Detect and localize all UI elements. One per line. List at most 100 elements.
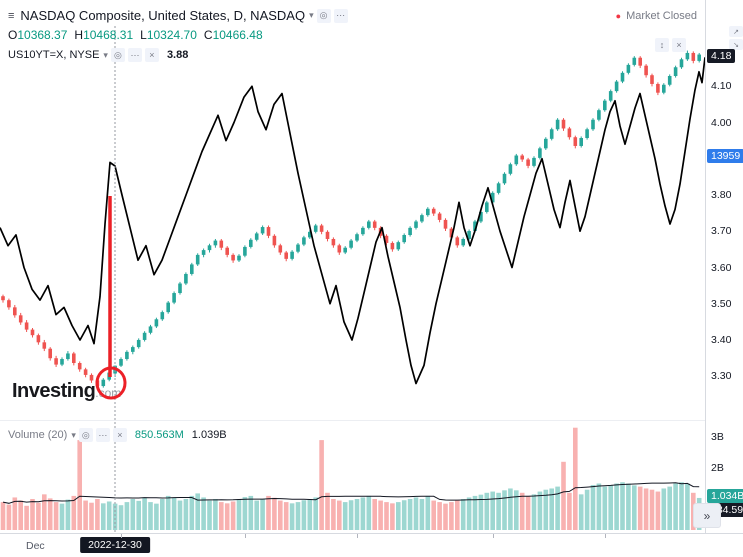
candle-body bbox=[290, 251, 294, 259]
volume-bar bbox=[614, 483, 619, 530]
eye-icon[interactable]: ◎ bbox=[78, 428, 93, 442]
more-icon[interactable]: ⋯ bbox=[333, 8, 348, 23]
chevron-down-icon[interactable]: ▾ bbox=[309, 10, 314, 20]
axis-arrow-up-icon[interactable]: ↗ bbox=[729, 26, 743, 37]
volume-bar bbox=[307, 499, 313, 530]
pane-separator[interactable] bbox=[0, 420, 705, 421]
ohlc-row: O10368.37 H10468.31 L10324.70 C10466.48 bbox=[8, 28, 348, 42]
main-price-pane[interactable] bbox=[0, 0, 705, 421]
candle-body bbox=[679, 59, 684, 68]
candle-body bbox=[697, 54, 701, 61]
candle-body bbox=[237, 255, 241, 261]
candle-body bbox=[455, 237, 460, 246]
chevrons-right-icon: » bbox=[703, 508, 711, 523]
candle-body bbox=[331, 238, 336, 246]
candle-body bbox=[54, 358, 58, 365]
candle-body bbox=[691, 52, 696, 61]
volume-bar bbox=[419, 499, 425, 530]
candle-body bbox=[685, 52, 690, 60]
candle-body bbox=[13, 307, 17, 316]
volume-bar bbox=[531, 494, 537, 530]
pane-expand-icon[interactable]: ↕ bbox=[655, 38, 669, 52]
volume-bar bbox=[537, 491, 543, 530]
candle-body bbox=[667, 76, 672, 85]
candle-body bbox=[83, 369, 88, 375]
volume-bar bbox=[313, 497, 318, 530]
volume-bar bbox=[213, 499, 218, 530]
pane-close-icon[interactable]: × bbox=[672, 38, 686, 52]
candle-body bbox=[544, 138, 548, 149]
open-label: O bbox=[8, 28, 18, 42]
more-icon[interactable]: ⋯ bbox=[127, 48, 142, 62]
volume-bar bbox=[325, 492, 330, 530]
candle-body bbox=[243, 246, 247, 256]
volume-bar bbox=[390, 503, 395, 530]
candle-body bbox=[638, 57, 642, 66]
volume-bar bbox=[478, 494, 484, 530]
candle-body bbox=[414, 221, 418, 228]
price-axis[interactable]: ↗ ↘ 4.10 4.00 3.80 3.70 3.60 3.50 3.40 3.30 3B 2B… bbox=[705, 0, 743, 533]
overlay-symbol-title[interactable]: US10YT=X, NYSE bbox=[8, 49, 100, 61]
eye-icon[interactable]: ◎ bbox=[110, 48, 125, 62]
volume-bar bbox=[278, 500, 283, 530]
candle-body bbox=[272, 235, 277, 246]
candle-body bbox=[219, 240, 224, 248]
candle-body bbox=[420, 215, 424, 222]
volume-bar bbox=[236, 499, 242, 530]
market-status-label: Market Closed bbox=[626, 10, 697, 22]
candle-body bbox=[337, 245, 342, 253]
volume-bar bbox=[679, 482, 684, 530]
volume-bar bbox=[543, 489, 549, 530]
volume-bar bbox=[396, 502, 401, 530]
volume-bar bbox=[643, 488, 649, 530]
symbol-title[interactable]: NASDAQ Composite, United States, D, NASD… bbox=[20, 8, 306, 23]
volume-bar bbox=[183, 499, 189, 530]
volume-bar bbox=[242, 497, 248, 530]
chevron-down-icon[interactable]: ▾ bbox=[71, 429, 76, 440]
volume-bar bbox=[189, 495, 195, 530]
volume-bar bbox=[59, 503, 65, 530]
candle-body bbox=[656, 83, 660, 93]
volume-bar bbox=[171, 497, 177, 530]
last-value-badge: 4.18 bbox=[707, 49, 736, 64]
volume-bar bbox=[301, 500, 307, 530]
volume-bar bbox=[626, 483, 631, 530]
volume-bar bbox=[201, 497, 206, 530]
time-axis[interactable]: Dec 2022-12-30 bbox=[0, 533, 743, 557]
volume-bar bbox=[466, 497, 472, 530]
candle-body bbox=[18, 315, 23, 323]
close-icon[interactable]: × bbox=[112, 428, 127, 442]
candle-body bbox=[231, 254, 235, 261]
volume-ma-line bbox=[2, 482, 700, 504]
close-icon[interactable]: × bbox=[144, 48, 159, 62]
symbol-menu-icon[interactable]: ≡ bbox=[8, 9, 15, 22]
chevron-down-icon[interactable]: ▾ bbox=[103, 49, 108, 60]
candle-body bbox=[260, 227, 265, 234]
volume-bar bbox=[460, 499, 466, 530]
volume-bar bbox=[549, 488, 554, 530]
axis-arrow-down-icon[interactable]: ↘ bbox=[729, 39, 743, 50]
scroll-right-button[interactable]: » bbox=[693, 503, 721, 528]
volume-label[interactable]: Volume (20) bbox=[8, 429, 68, 441]
candle-body bbox=[72, 353, 76, 363]
eye-icon[interactable]: ◎ bbox=[316, 8, 331, 23]
volume-bar bbox=[0, 502, 6, 530]
volume-bar bbox=[142, 497, 147, 530]
high-label: H bbox=[74, 28, 84, 42]
volume-bar bbox=[101, 503, 106, 530]
volume-bar bbox=[685, 483, 690, 530]
volume-bar bbox=[484, 492, 490, 530]
volume-bar bbox=[519, 492, 525, 530]
candle-body bbox=[172, 293, 176, 303]
volume-pane[interactable] bbox=[0, 421, 705, 533]
volume-bar bbox=[384, 502, 389, 530]
candle-body bbox=[308, 231, 312, 238]
more-icon[interactable]: ⋯ bbox=[95, 428, 110, 442]
close-label: C bbox=[203, 28, 213, 42]
volume-bar bbox=[502, 490, 507, 530]
candle-body bbox=[7, 300, 11, 308]
volume-bar bbox=[342, 502, 348, 530]
candle-body bbox=[426, 208, 430, 216]
candle-body bbox=[142, 332, 147, 340]
candle-body bbox=[48, 348, 52, 359]
